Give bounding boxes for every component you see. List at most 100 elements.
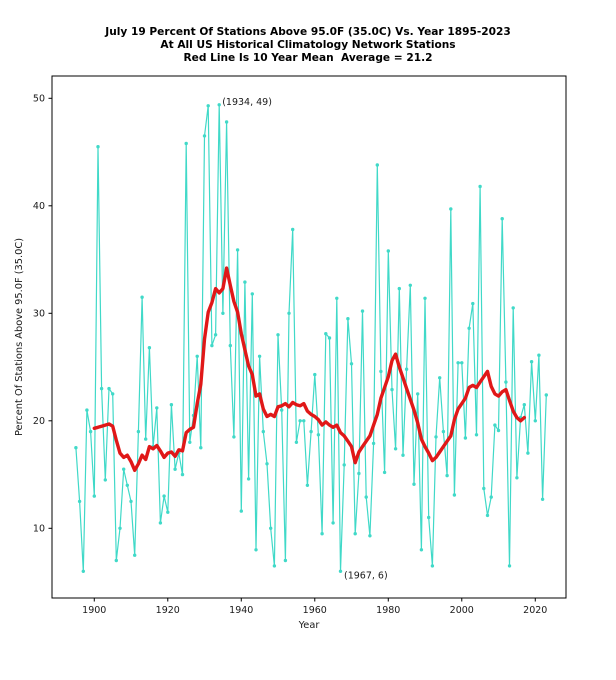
data-point [224,120,229,124]
x-tick-label: 1920 [156,605,180,616]
data-point [316,433,321,437]
data-point [144,437,148,441]
data-point [261,429,265,434]
data-point [401,453,405,457]
data-point [239,509,243,513]
data-point [202,134,207,138]
data-point [125,483,129,487]
data-point [213,333,218,337]
data-point [180,472,185,477]
data-point [460,361,464,365]
chart-title-line1: July 19 Percent Of Stations Above 95.0F … [105,26,511,38]
data-point [92,494,97,498]
data-point [427,515,431,520]
data-point [99,386,104,391]
y-axis-ticks: 10 20 30 40 50 [33,94,52,535]
data-point [96,145,100,149]
data-point [305,483,310,487]
data-point [445,473,449,478]
data-point [496,428,501,433]
y-tick-label: 10 [33,524,45,535]
data-point [504,380,508,384]
data-point [408,283,412,287]
data-point [441,429,446,434]
data-point [537,353,541,357]
data-point [544,393,548,397]
x-tick-label: 1980 [376,605,400,616]
series-10yr-mean-line [92,266,526,472]
data-point [386,249,390,253]
data-point [412,482,416,486]
series-yearly [74,103,548,573]
data-point [235,248,240,252]
chart-title-line2: At All US Historical Climatology Network… [160,39,456,51]
data-point [313,372,317,377]
data-point [368,534,372,538]
data-point [320,532,324,536]
data-point [364,495,368,499]
data-point [416,392,420,396]
data-point [507,564,512,568]
data-point [331,521,335,525]
y-axis-label: Percent Of Stations Above 95.0F (35.0C) [14,238,25,436]
data-point [485,513,490,518]
chart-title-block: July 19 Percent Of Stations Above 95.0F … [0,26,616,65]
data-point [533,419,537,423]
data-point [515,476,519,480]
data-point [107,386,111,391]
y-tick-label: 50 [33,94,45,105]
data-point [280,408,284,412]
data-point [430,564,435,568]
x-tick-label: 1960 [303,605,327,616]
data-point [511,306,515,310]
data-point [246,477,251,481]
data-point [309,429,313,434]
data-point [162,494,166,498]
data-point [327,336,332,340]
data-point [217,103,221,107]
data-point [140,295,144,299]
data-point [228,343,232,348]
data-point [254,548,258,552]
data-point [269,526,273,530]
data-point [540,497,545,501]
data-point [390,387,394,392]
data-point [169,403,174,407]
data-point [173,467,177,471]
data-point [471,301,475,306]
data-point [74,446,78,450]
x-tick-label: 2020 [523,605,547,616]
data-point [419,548,424,552]
data-point [346,317,350,321]
x-tick-label: 2000 [450,605,474,616]
data-point [122,467,126,471]
y-tick-label: 30 [33,309,45,320]
data-point [456,361,460,365]
plot-frame [51,75,567,599]
data-point [133,553,137,557]
data-point [265,462,269,466]
data-point [77,499,82,504]
data-point [375,163,379,167]
data-point [500,217,504,221]
data-point [147,346,152,350]
data-point [353,532,357,536]
data-point [298,419,302,423]
data-point [489,495,493,499]
data-point [199,446,203,450]
data-point [206,104,210,108]
data-point [276,333,280,337]
annotation-max-1934: (1934, 49) [222,97,272,108]
data-point [272,564,277,568]
x-axis-ticks: 1900 1920 1940 1960 1980 2000 2020 [82,598,547,616]
chart-title-line3: Red Line Is 10 Year Mean Average = 21.2 [183,52,433,64]
data-point [449,207,453,211]
data-point [88,429,93,434]
data-point [526,451,530,455]
data-point [294,440,299,444]
data-point [136,429,141,434]
data-point [379,369,383,374]
axes [51,75,567,599]
